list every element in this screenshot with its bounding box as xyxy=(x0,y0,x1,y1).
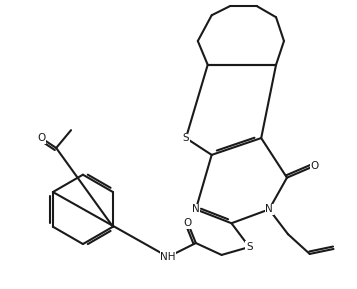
Text: NH: NH xyxy=(160,252,176,262)
Text: S: S xyxy=(246,242,253,252)
Text: S: S xyxy=(183,133,189,143)
Text: O: O xyxy=(37,133,45,143)
Text: N: N xyxy=(192,204,200,214)
Text: O: O xyxy=(311,161,319,171)
Text: O: O xyxy=(184,218,192,228)
Text: N: N xyxy=(265,204,273,214)
